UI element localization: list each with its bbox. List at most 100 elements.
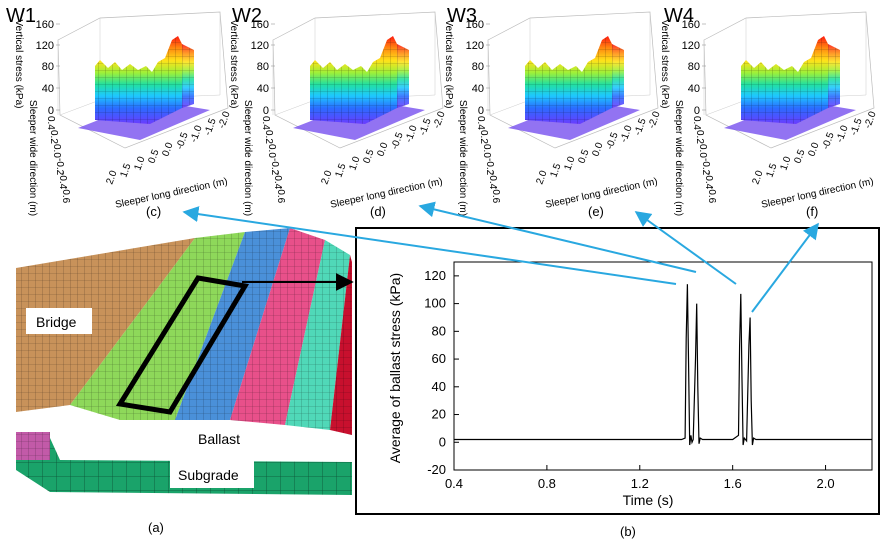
panel-title: W4 — [664, 5, 694, 27]
z-tick-label: 40 — [472, 83, 484, 95]
x-tick-label: 1.5 — [333, 162, 348, 179]
x-tick-label: 0.5 — [576, 148, 591, 165]
y-tick-label: 0.0 — [266, 144, 277, 158]
z-tick-label: 40 — [42, 83, 54, 95]
z-axis-label: Vertical stress (kPa) — [228, 20, 239, 109]
x-tick-label: 2.0 — [534, 169, 549, 186]
z-tick-label: 0 — [694, 105, 700, 117]
connector-arrows — [182, 201, 819, 313]
y-axis-label: Average of ballast stress (kPa) — [387, 273, 403, 463]
chart-ticks: 0.4 0.8 1.2 1.6 2.0 -20 0 20 40 60 80 100 120 — [424, 268, 834, 491]
selected-sleeper-outline — [115, 275, 250, 415]
y-tick-label: 0.4 — [475, 116, 486, 130]
x-tick-label: 1.5 — [764, 162, 779, 179]
y-tick-label: 0.4 — [260, 116, 271, 130]
z-tick-label: 80 — [472, 61, 484, 73]
y-tick-label: 0.4 — [691, 116, 702, 130]
bridge-label: Bridge — [36, 314, 77, 330]
chart-caption: (b) — [620, 524, 636, 539]
y-tick-label: 60 — [432, 351, 446, 366]
x-axis-label: Sleeper long direction (m) — [329, 176, 443, 211]
surface-panel-w1: W1 (c) — [6, 5, 229, 219]
y-tick-label: -0.6 — [275, 186, 286, 204]
y-axis-label: Sleeper wide direction (m) — [242, 100, 253, 216]
y-tick-label: -0.2 — [54, 158, 65, 176]
y-tick-label: 0.2 — [478, 130, 489, 144]
x-tick-label: 1.0 — [778, 155, 793, 172]
y-tick-label: 120 — [424, 268, 446, 283]
surface-panel-w4: W4 (f) — [664, 5, 875, 219]
x-tick-label: 1.0 — [562, 155, 577, 172]
y-tick-label: -0.2 — [269, 158, 280, 176]
z-tick-label: 0 — [478, 105, 484, 117]
y-tick-label: 40 — [432, 379, 446, 394]
plot-area — [453, 261, 873, 471]
x-tick-label: 1.2 — [631, 476, 649, 491]
panel-caption: (c) — [146, 204, 161, 219]
y-tick-label: -0.4 — [703, 172, 714, 190]
subgrade-label: Subgrade — [178, 467, 239, 483]
x-tick-label: 0.4 — [445, 476, 463, 491]
surface-panel-w2: W2 (d) — [232, 5, 444, 219]
z-axis-label: Vertical stress (kPa) — [13, 20, 24, 109]
z-axis-label: Vertical stress (kPa) — [659, 20, 670, 109]
y-axis-label: Sleeper wide direction (m) — [27, 100, 38, 216]
z-tick-label: 120 — [251, 40, 269, 52]
x-tick-label: 0.0 — [160, 141, 175, 158]
z-tick-label: 120 — [682, 40, 700, 52]
x-tick-label: 0.0 — [590, 141, 605, 158]
y-tick-label: -0.6 — [60, 186, 71, 204]
y-tick-label: 20 — [432, 407, 446, 422]
y-tick-label: -0.4 — [57, 172, 68, 190]
z-tick-label: 40 — [257, 83, 269, 95]
x-tick-label: 1.6 — [724, 476, 742, 491]
panel-caption: (f) — [806, 204, 818, 219]
x-tick-label: -2.0 — [216, 110, 232, 130]
y-tick-label: -0.6 — [490, 186, 501, 204]
panel-title: W2 — [232, 5, 262, 27]
y-tick-label: 80 — [432, 323, 446, 338]
arrow-to-c — [182, 206, 677, 285]
x-tick-label: -2.0 — [431, 110, 447, 130]
panel-title: W1 — [6, 5, 36, 27]
series-line — [454, 284, 872, 446]
fe-model-view: Bridge Ballast Subgrade (a) — [16, 228, 352, 535]
surface-panel-w3: W3 (e) — [447, 5, 659, 219]
y-tick-label: 0.2 — [694, 130, 705, 144]
x-axis-label: Time (s) — [623, 492, 674, 508]
arrow-to-f — [751, 222, 819, 313]
x-tick-label: -2.0 — [862, 110, 878, 130]
z-tick-label: 160 — [251, 19, 269, 31]
x-tick-label: 2.0 — [319, 169, 334, 186]
x-tick-label: 1.0 — [347, 155, 362, 172]
z-tick-label: 160 — [36, 19, 54, 31]
y-tick-label: -0.6 — [706, 186, 717, 204]
y-tick-label: -0.2 — [700, 158, 711, 176]
x-axis-label: Sleeper long direction (m) — [114, 176, 228, 211]
y-tick-label: -20 — [427, 462, 446, 477]
panel-caption: (e) — [588, 204, 604, 219]
y-tick-label: 0.0 — [51, 144, 62, 158]
y-tick-label: 0 — [439, 434, 446, 449]
x-tick-label: 0.8 — [538, 476, 556, 491]
y-tick-label: -0.4 — [272, 172, 283, 190]
panel-title: W3 — [447, 5, 477, 27]
x-tick-label: -2.0 — [646, 110, 662, 130]
model-caption: (a) — [148, 520, 164, 535]
z-tick-label: 0 — [263, 105, 269, 117]
arrow-to-e — [634, 211, 737, 285]
z-tick-label: 0 — [48, 105, 54, 117]
y-tick-label: -0.2 — [484, 158, 495, 176]
x-tick-label: 0.5 — [361, 148, 376, 165]
y-tick-label: 0.2 — [263, 130, 274, 144]
y-tick-label: -0.4 — [487, 172, 498, 190]
y-tick-label: 0.0 — [481, 144, 492, 158]
y-tick-label: 100 — [424, 296, 446, 311]
x-tick-label: 0.0 — [375, 141, 390, 158]
x-tick-label: 2.0 — [104, 169, 119, 186]
y-axis-label: Sleeper wide direction (m) — [673, 100, 684, 216]
z-tick-label: 80 — [688, 61, 700, 73]
x-tick-label: 2.0 — [817, 476, 835, 491]
y-tick-label: 0.2 — [48, 130, 59, 144]
